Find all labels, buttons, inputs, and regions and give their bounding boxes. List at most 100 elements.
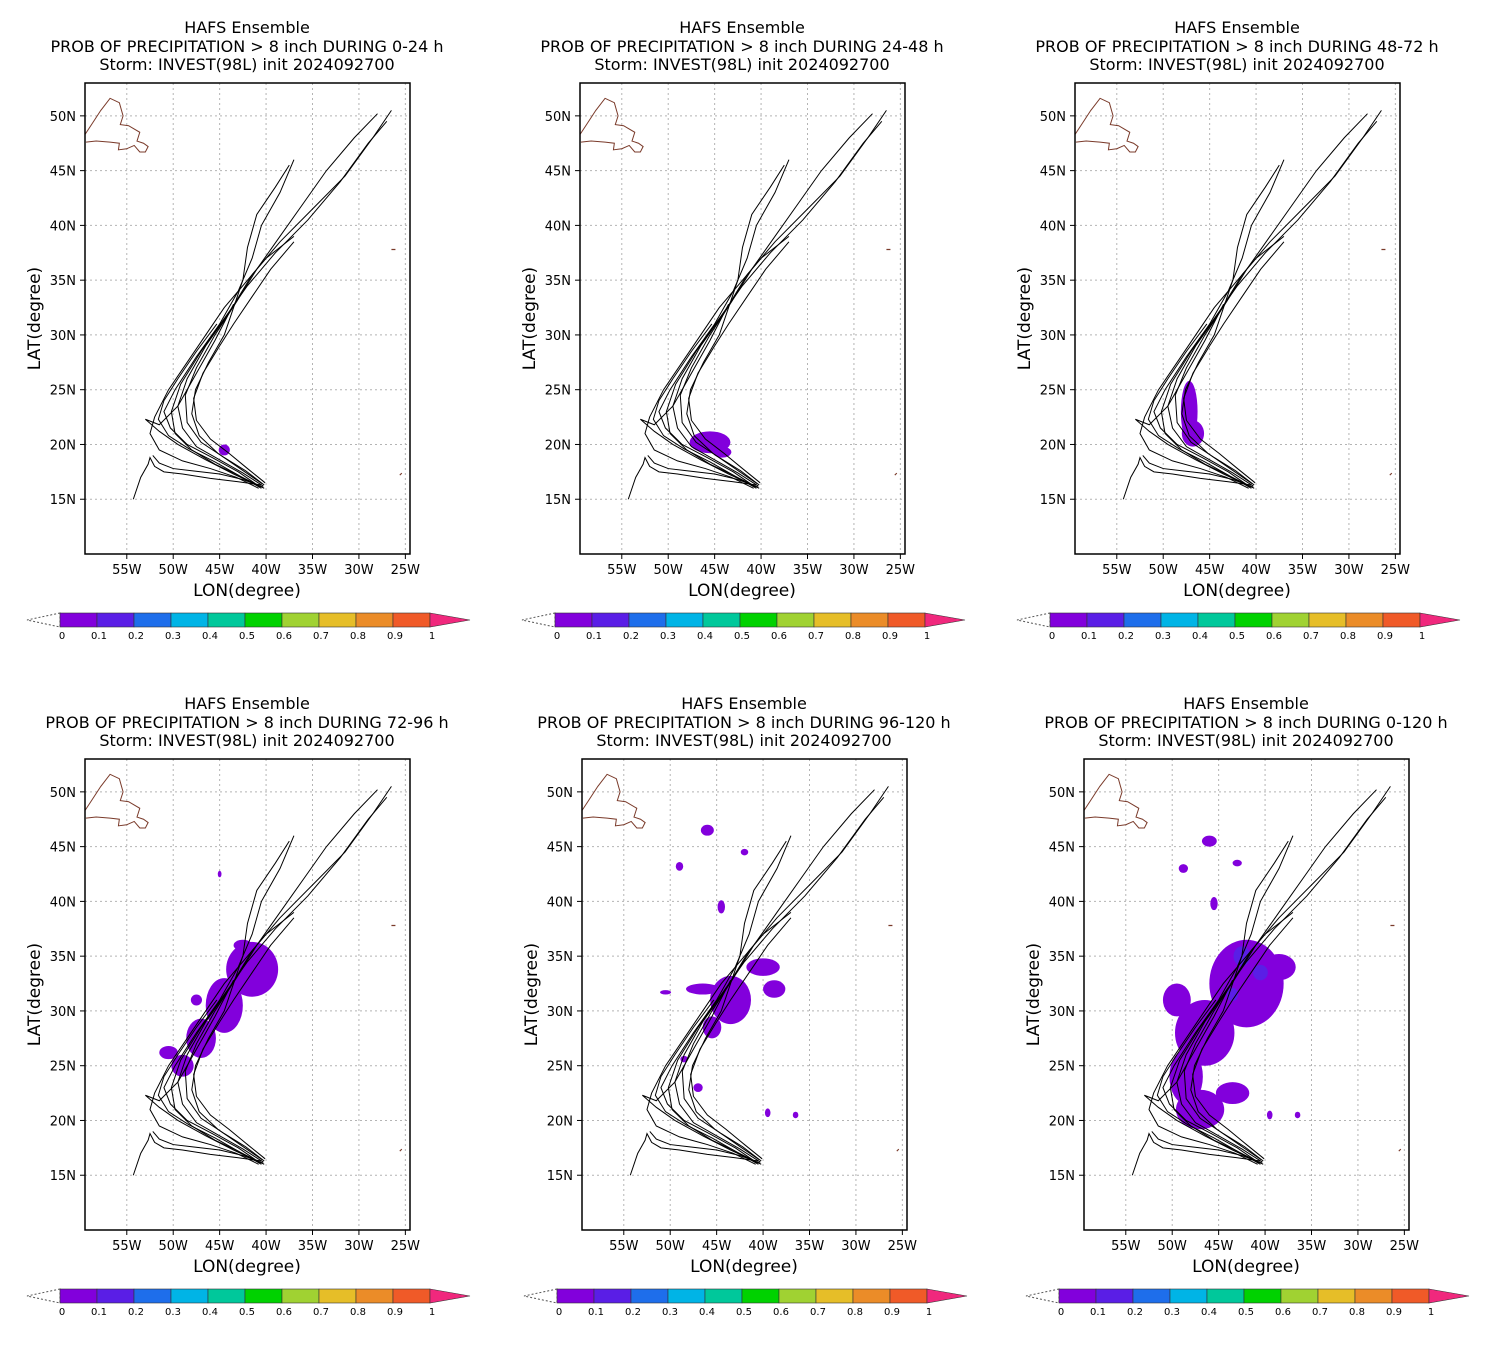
track-line: [1192, 917, 1294, 1160]
track-line: [1153, 159, 1285, 488]
colorbar-box: [1280, 1288, 1319, 1304]
plot-frame: [84, 82, 411, 555]
chart-title: HAFS Ensemble: [679, 18, 805, 37]
colorbar-tick-label: 0.9: [387, 631, 403, 642]
colorbar-tick-label: 0.8: [350, 1307, 366, 1318]
x-tick-label: 45W: [700, 563, 730, 578]
colorbar-tick-label: 0.8: [845, 631, 861, 642]
colorbar-tick-label: 0.3: [662, 1307, 678, 1318]
colorbar-tick-label: 0.9: [884, 1307, 900, 1318]
colorbar-under-arrow: [26, 1288, 61, 1304]
precip-region: [1178, 864, 1188, 873]
colorbar-tick-label: 0.3: [1164, 1307, 1180, 1318]
x-axis-label: LON(degree): [690, 1257, 798, 1277]
colorbar-box: [355, 1288, 394, 1304]
track-line: [1139, 235, 1285, 489]
y-tick-label: 15N: [1040, 493, 1066, 508]
colorbar-tick-label: 0.2: [623, 631, 639, 642]
colorbar-box: [170, 1288, 209, 1304]
y-tick-label: 40N: [50, 219, 76, 234]
colorbar-tick-label: 0.7: [1303, 631, 1319, 642]
x-tick-label: 40W: [251, 1239, 281, 1254]
colorbar-box: [887, 612, 926, 628]
colorbar-tick-label: 0.2: [1127, 1307, 1143, 1318]
x-tick-label: 55W: [609, 1239, 639, 1254]
colorbar-tick-label: 0.3: [165, 1307, 181, 1318]
precip-region: [764, 1108, 771, 1118]
track-line: [1131, 1132, 1261, 1176]
colorbar: 0 0.1 0.2 0.3 0.4 0.5 0.6 0.7 0.8 0.9 1: [521, 612, 966, 642]
colorbar-tick-label: 0.7: [810, 1307, 826, 1318]
colorbar-tick-label: 0.1: [586, 631, 602, 642]
colorbar-tick-label: 0.1: [91, 1307, 107, 1318]
colorbar-box: [1058, 1288, 1097, 1304]
colorbar-over-arrow: [1428, 1288, 1470, 1304]
precip-region: [686, 983, 720, 995]
x-tick-label: 30W: [344, 563, 374, 578]
track-line: [627, 456, 757, 500]
plot-frame: [581, 758, 908, 1231]
y-tick-label: 25N: [50, 384, 76, 399]
track-line: [667, 797, 885, 1165]
x-tick-label: 40W: [1241, 563, 1271, 578]
precip-region: [717, 900, 725, 914]
colorbar-under-arrow: [1025, 1288, 1060, 1304]
colorbar: 0 0.1 0.2 0.3 0.4 0.5 0.6 0.7 0.8 0.9 1: [26, 612, 471, 642]
island-outline: [888, 924, 900, 1152]
colorbar-tick-label: 0.6: [276, 1307, 292, 1318]
track-line: [642, 980, 757, 1163]
y-tick-label: 20N: [50, 1114, 76, 1129]
track-line: [654, 999, 762, 1165]
track-line: [646, 911, 792, 1165]
y-tick-label: 25N: [1040, 384, 1066, 399]
plot-area: [85, 773, 403, 1176]
colorbar-box: [630, 1288, 669, 1304]
chart-subtitle: PROB OF PRECIPITATION > 8 inch DURING 0-…: [1044, 713, 1447, 732]
track-line: [660, 835, 792, 1164]
colorbar-tick-label: 0.5: [1238, 1307, 1254, 1318]
colorbar-box: [852, 1288, 891, 1304]
precip-region: [660, 990, 672, 995]
x-tick-label: 45W: [702, 1239, 732, 1254]
x-tick-label: 40W: [748, 1239, 778, 1254]
chart-subtitle: PROB OF PRECIPITATION > 8 inch DURING 96…: [537, 713, 950, 732]
colorbar-box: [815, 1288, 854, 1304]
y-tick-label: 35N: [50, 950, 76, 965]
colorbar-tick-label: 0.3: [1155, 631, 1171, 642]
colorbar-tick-label: 1: [429, 631, 435, 642]
colorbar-box: [1086, 612, 1125, 628]
y-tick-label: 30N: [50, 329, 76, 344]
x-tick-label: 25W: [391, 1239, 421, 1254]
precip-region: [1210, 897, 1218, 911]
track-line: [1160, 121, 1378, 489]
y-tick-label: 25N: [545, 384, 571, 399]
colorbar-box: [1169, 1288, 1208, 1304]
track-line: [690, 917, 792, 1160]
colorbar-tick-label: 0.9: [1377, 631, 1393, 642]
x-tick-label: 55W: [607, 563, 637, 578]
colorbar-tick-label: 0.5: [239, 1307, 255, 1318]
y-tick-label: 35N: [1040, 274, 1066, 289]
colorbar-box: [704, 1288, 743, 1304]
colorbar-box: [628, 612, 667, 628]
y-axis-label: LAT(degree): [522, 943, 542, 1046]
track-line: [640, 304, 755, 487]
colorbar-box: [170, 612, 209, 628]
track-line: [163, 159, 295, 488]
x-tick-label: 35W: [298, 1239, 328, 1254]
colorbar-over-arrow: [924, 612, 966, 628]
colorbar-tick-label: 0.2: [625, 1307, 641, 1318]
x-tick-label: 25W: [888, 1239, 918, 1254]
colorbar-box: [355, 612, 394, 628]
colorbar-box: [244, 1288, 283, 1304]
colorbar-tick-label: 0.8: [1340, 631, 1356, 642]
precip-region: [1232, 859, 1242, 867]
colorbar-tick-label: 0: [59, 631, 65, 642]
x-tick-label: 55W: [1102, 563, 1132, 578]
track-line: [170, 797, 388, 1165]
precip-region: [746, 958, 780, 976]
colorbar-tick-label: 0.5: [736, 1307, 752, 1318]
x-tick-label: 25W: [886, 563, 916, 578]
